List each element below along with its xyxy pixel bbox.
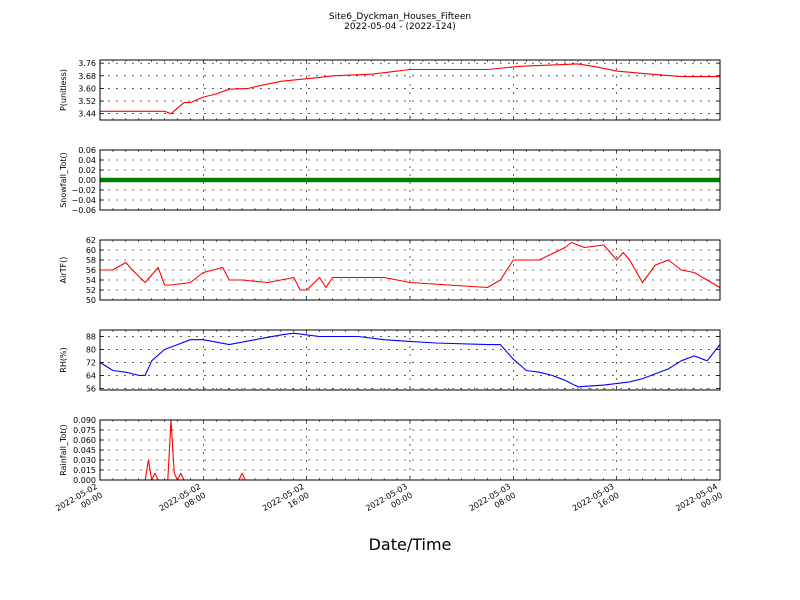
series-line <box>99 332 721 388</box>
x-tick-label: 2022-05-0400:00 <box>674 482 724 522</box>
panel-4: 56 64 72 80 88 RH(%) <box>59 329 721 393</box>
plot-frame <box>99 149 721 211</box>
y-tick-label: 0.04 <box>78 156 96 165</box>
y-axis-label: Rainfall_Tot() <box>59 424 68 476</box>
y-tick-label: 80 <box>86 345 96 354</box>
y-axis-label: AirTF() <box>59 257 68 284</box>
y-tick-label: 3.68 <box>78 72 96 81</box>
y-tick-label: 0.075 <box>73 426 96 435</box>
y-tick-label: 0.045 <box>73 446 96 455</box>
y-tick-label: 52 <box>86 286 96 295</box>
x-tick-label: 2022-05-0200:00 <box>54 482 104 522</box>
y-tick-label: 0.02 <box>78 166 96 175</box>
y-axis-label: P(unitless) <box>59 69 68 111</box>
panel-1: 3.44 3.52 3.60 3.68 3.76 P(unitless) <box>59 59 721 121</box>
y-tick-label: 0.06 <box>78 146 96 155</box>
y-tick-label: 0.000 <box>73 476 96 485</box>
y-tick-label: 56 <box>86 266 96 275</box>
x-tick-label: 2022-05-0300:00 <box>364 482 414 522</box>
x-tick-label: 2022-05-0208:00 <box>158 482 208 522</box>
y-tick-label: −0.06 <box>71 206 96 215</box>
y-tick-label: 3.44 <box>78 110 96 119</box>
chart-title: Site6_Dyckman_Houses_Fifteen <box>329 12 471 22</box>
y-tick-label: 58 <box>86 256 96 265</box>
y-tick-label: −0.04 <box>71 196 96 205</box>
y-tick-label: 0.060 <box>73 436 96 445</box>
series-line <box>100 63 720 115</box>
y-tick-label: −0.02 <box>71 186 96 195</box>
y-tick-label: 0.015 <box>73 466 96 475</box>
y-axis-label: Snowfall_Tot() <box>59 152 68 208</box>
y-tick-label: 88 <box>86 332 96 341</box>
series-line <box>100 241 721 291</box>
x-axis-ticks: 2022-05-0200:00 2022-05-0208:00 2022-05-02… <box>54 482 724 522</box>
y-tick-label: 72 <box>86 358 96 367</box>
panels: 3.443.523.603.683.76P(unitless)−0.06−0.0… <box>59 59 721 485</box>
y-axis-label: RH(%) <box>59 347 68 372</box>
y-tick-label: 64 <box>86 371 96 380</box>
series-line <box>100 419 720 481</box>
y-tick-label: 3.76 <box>78 59 96 68</box>
y-tick-label: 60 <box>86 246 96 255</box>
chart-subtitle: 2022-05-04 - (2022-124) <box>344 22 456 32</box>
plot-frame <box>99 329 721 391</box>
y-tick-label: 50 <box>86 296 96 305</box>
plot-frame <box>99 419 721 481</box>
plot-frame <box>99 59 721 121</box>
y-tick-label: 0.030 <box>73 456 96 465</box>
x-tick-label: 2022-05-0316:00 <box>571 482 621 522</box>
y-tick-label: 56 <box>86 384 96 393</box>
y-tick-label: 62 <box>86 236 96 245</box>
y-tick-label: 3.52 <box>78 97 96 106</box>
x-tick-label: 2022-05-0216:00 <box>261 482 311 522</box>
y-tick-label: 3.60 <box>78 84 96 93</box>
panel-2: −0.06−0.04−0.020.000.020.040.06 Snowfall_… <box>59 146 721 215</box>
y-tick-label: 54 <box>86 276 96 285</box>
y-tick-label: 0.00 <box>78 176 96 185</box>
plot-frame <box>99 239 721 301</box>
x-axis-label: Date/Time <box>369 535 452 554</box>
y-tick-label: 0.090 <box>73 416 96 425</box>
x-tick-label: 2022-05-0308:00 <box>468 482 518 522</box>
